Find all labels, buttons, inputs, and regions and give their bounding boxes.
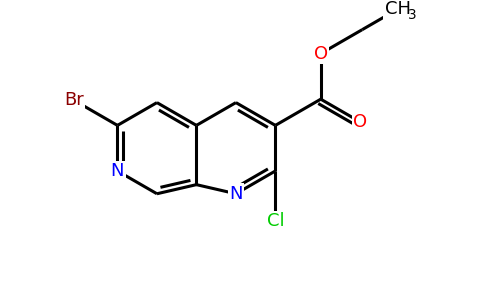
Text: O: O: [353, 113, 367, 131]
Text: N: N: [229, 185, 242, 203]
Text: 3: 3: [408, 8, 417, 22]
Text: CH: CH: [385, 0, 411, 18]
Text: Br: Br: [64, 91, 84, 109]
Text: Cl: Cl: [267, 212, 284, 230]
Text: O: O: [314, 45, 328, 63]
Text: N: N: [111, 162, 124, 180]
